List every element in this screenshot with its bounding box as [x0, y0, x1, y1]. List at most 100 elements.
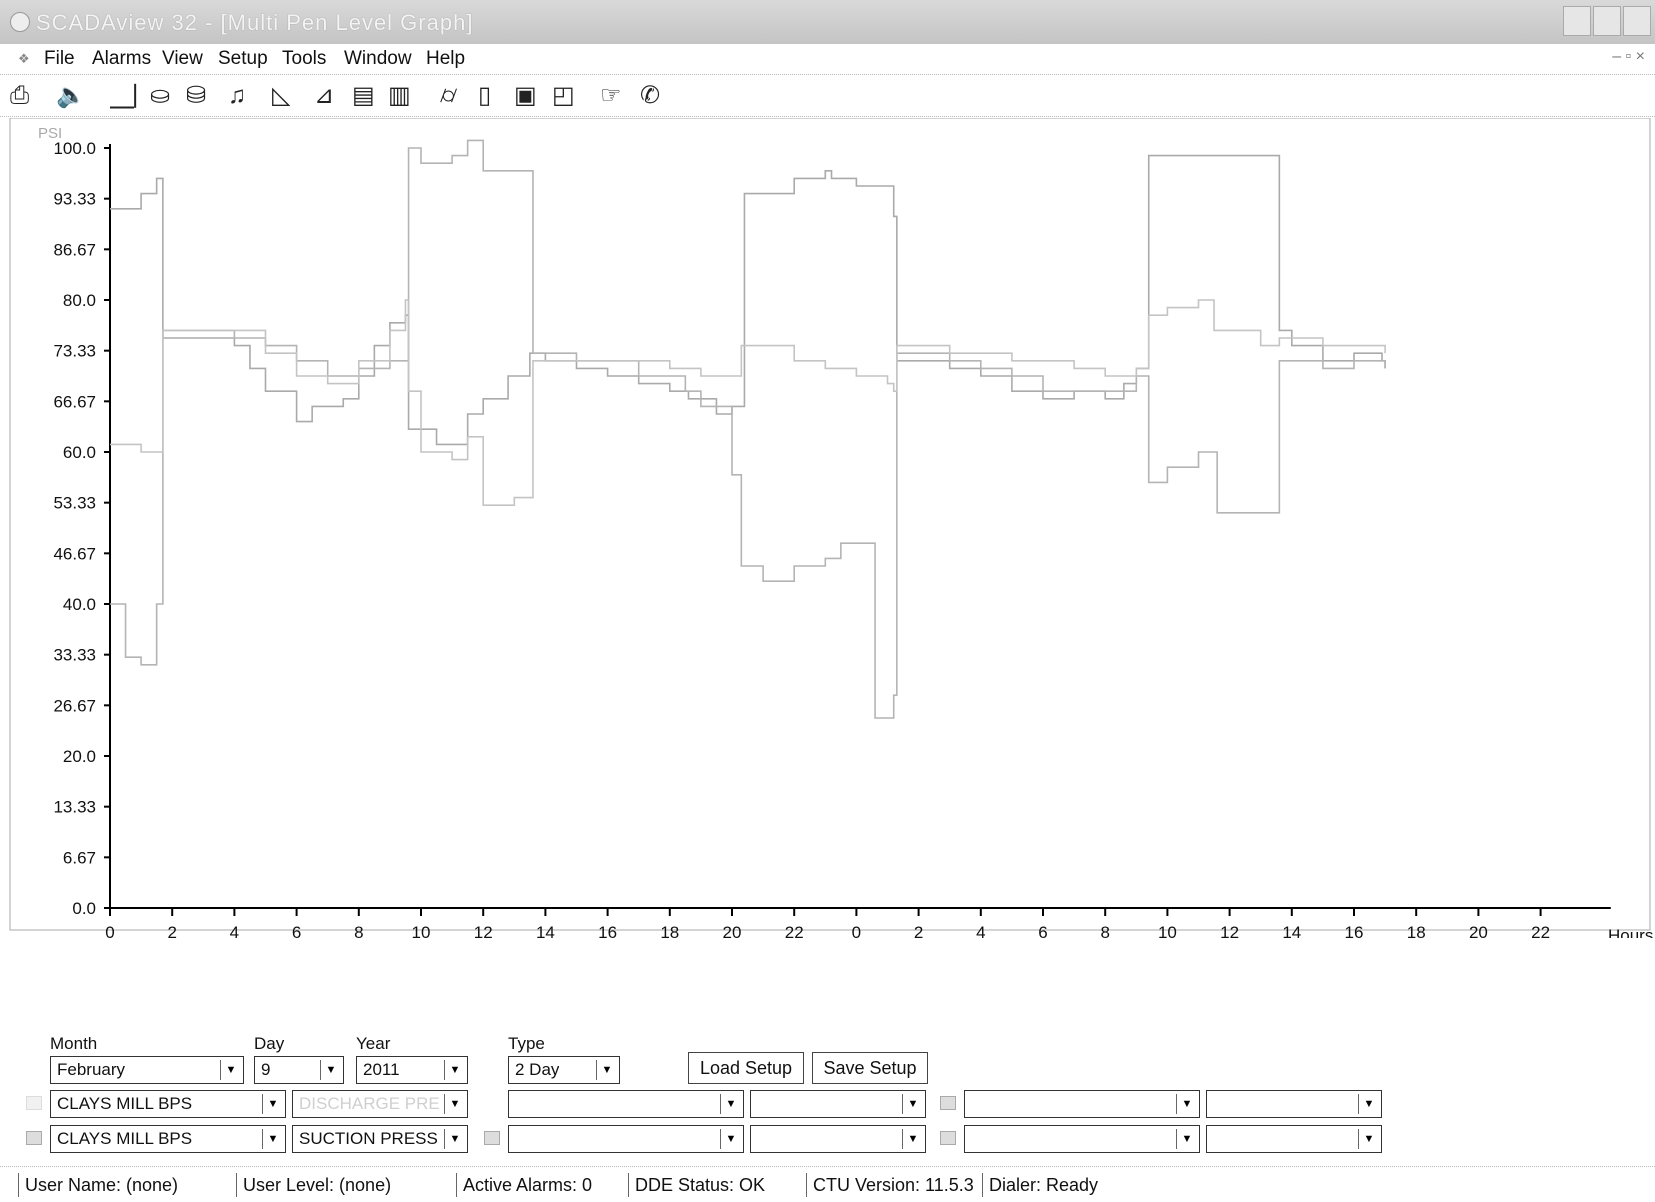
y-tick-label: 60.0 — [63, 443, 96, 462]
phone-icon[interactable]: ✆ — [640, 82, 661, 109]
sound-icon[interactable]: 🔈 — [56, 82, 86, 109]
pen-station-select[interactable]: ▼ — [508, 1090, 744, 1118]
pen-station-select[interactable]: ▼ — [964, 1125, 1200, 1153]
menu-window[interactable]: Window — [344, 48, 412, 69]
chevron-down-icon: ▼ — [444, 1129, 465, 1149]
x-tick-label: 22 — [1531, 923, 1550, 938]
chevron-down-icon: ▼ — [1358, 1129, 1379, 1149]
menu-view[interactable]: View — [162, 48, 203, 69]
page1-icon[interactable]: ▯ — [478, 82, 492, 109]
load-setup-button[interactable]: Load Setup — [688, 1052, 804, 1084]
chevron-down-icon: ▼ — [444, 1094, 465, 1114]
print-icon[interactable]: ⎙ — [10, 82, 30, 109]
graph2-icon[interactable]: ⊿ — [314, 82, 335, 109]
window-controls — [1563, 6, 1651, 36]
graph4-icon[interactable]: ▥ — [388, 82, 411, 109]
pen-parameter-select[interactable]: ▼ — [750, 1125, 926, 1153]
pen-color-swatch[interactable] — [26, 1096, 42, 1110]
cylinder-icon[interactable]: ⌭ — [440, 82, 458, 109]
tank-icon[interactable]: ⛁ — [186, 82, 207, 109]
chevron-down-icon: ▼ — [902, 1129, 923, 1149]
pen-parameter-select[interactable]: SUCTION PRESSU ▼ — [292, 1125, 468, 1153]
pump-icon[interactable]: ⛀ — [150, 82, 171, 109]
x-axis-unit: Hours — [1608, 926, 1653, 938]
pen-parameter-select[interactable]: DISCHARGE PRESS▼ — [292, 1090, 468, 1118]
menu-alarms[interactable]: Alarms — [92, 48, 152, 69]
day-select[interactable]: 9 ▼ — [254, 1056, 344, 1084]
x-tick-label: 8 — [1100, 923, 1109, 938]
x-tick-label: 6 — [292, 923, 301, 938]
pen-color-swatch[interactable] — [940, 1131, 956, 1145]
title-bar: SCADAview 32 - [Multi Pen Level Graph] — [0, 0, 1655, 45]
x-tick-label: 10 — [412, 923, 431, 938]
x-tick-label: 22 — [785, 923, 804, 938]
page3-icon[interactable]: ◰ — [552, 82, 575, 109]
x-tick-label: 14 — [536, 923, 555, 938]
status-active-alarms: Active Alarms: 0 — [456, 1173, 592, 1197]
chevron-down-icon: ▼ — [1358, 1094, 1379, 1114]
x-tick-label: 12 — [1220, 923, 1239, 938]
pen-color-swatch[interactable] — [940, 1096, 956, 1110]
status-user-name: User Name: (none) — [18, 1173, 178, 1197]
menu-help[interactable]: Help — [426, 48, 466, 69]
chevron-down-icon: ▼ — [1176, 1094, 1197, 1114]
series-line — [110, 139, 1386, 719]
chevron-down-icon: ▼ — [262, 1094, 283, 1114]
chevron-down-icon: ▼ — [720, 1094, 741, 1114]
status-user-level: User Level: (none) — [236, 1173, 391, 1197]
chevron-down-icon: ▼ — [596, 1060, 617, 1080]
chevron-down-icon: ▼ — [444, 1060, 465, 1080]
window-title: SCADAview 32 - [Multi Pen Level Graph] — [36, 10, 474, 35]
series-line — [110, 299, 1386, 506]
menu-setup[interactable]: Setup — [218, 48, 268, 69]
x-tick-label: 16 — [598, 923, 617, 938]
status-dde: DDE Status: OK — [628, 1173, 765, 1197]
bell-icon[interactable]: ♫ — [228, 82, 246, 109]
y-tick-label: 100.0 — [53, 139, 96, 158]
minimize-button[interactable] — [1563, 6, 1591, 36]
x-tick-label: 20 — [723, 923, 742, 938]
document-icon[interactable]: ❖ — [18, 51, 30, 66]
graph-frame — [9, 118, 1651, 931]
y-tick-label: 73.33 — [53, 342, 96, 361]
pen-color-swatch[interactable] — [26, 1131, 42, 1145]
pen-parameter-select[interactable]: ▼ — [1206, 1125, 1382, 1153]
close-button[interactable] — [1623, 6, 1651, 36]
pen-parameter-select[interactable]: ▼ — [1206, 1090, 1382, 1118]
pen-station-select[interactable]: CLAYS MILL BPS ▼ — [50, 1125, 286, 1153]
graph1-icon[interactable]: ◺ — [272, 82, 291, 109]
menu-tools[interactable]: Tools — [282, 48, 327, 69]
hand-icon[interactable]: ☞ — [600, 82, 622, 109]
x-tick-label: 10 — [1158, 923, 1177, 938]
y-tick-label: 13.33 — [53, 798, 96, 817]
chevron-down-icon: ▼ — [720, 1129, 741, 1149]
type-select[interactable]: 2 Day ▼ — [508, 1056, 620, 1084]
y-tick-label: 46.67 — [53, 544, 96, 563]
day-label: Day — [254, 1034, 285, 1053]
pen-color-swatch[interactable] — [484, 1131, 500, 1145]
y-tick-label: 6.67 — [63, 848, 96, 867]
status-ctu-version: CTU Version: 11.5.3 — [806, 1173, 974, 1197]
month-select[interactable]: February ▼ — [50, 1056, 244, 1084]
x-tick-label: 0 — [105, 923, 114, 938]
chevron-down-icon: ▼ — [902, 1094, 923, 1114]
mdi-controls-icon[interactable]: – ▫ × — [1612, 48, 1645, 65]
x-tick-label: 18 — [1407, 923, 1426, 938]
year-select[interactable]: 2011 ▼ — [356, 1056, 468, 1084]
menu-file[interactable]: File — [44, 48, 75, 69]
y-tick-label: 26.67 — [53, 696, 96, 715]
x-tick-label: 20 — [1469, 923, 1488, 938]
y-tick-label: 66.67 — [53, 392, 96, 411]
save-setup-button[interactable]: Save Setup — [812, 1052, 928, 1084]
maximize-button[interactable] — [1593, 6, 1621, 36]
pen-station-select[interactable]: ▼ — [508, 1125, 744, 1153]
menu-bar: ❖ File Alarms View Setup Tools Window He… — [0, 44, 1655, 75]
y-tick-label: 20.0 — [63, 747, 96, 766]
pen-parameter-select[interactable]: ▼ — [750, 1090, 926, 1118]
page2-icon[interactable]: ▣ — [514, 82, 537, 109]
pen-station-select[interactable]: CLAYS MILL BPS ▼ — [50, 1090, 286, 1118]
line-icon[interactable]: ⎽⎸ — [110, 82, 158, 109]
graph3-icon[interactable]: ▤ — [352, 82, 375, 109]
chevron-down-icon: ▼ — [1176, 1129, 1197, 1149]
pen-station-select[interactable]: ▼ — [964, 1090, 1200, 1118]
